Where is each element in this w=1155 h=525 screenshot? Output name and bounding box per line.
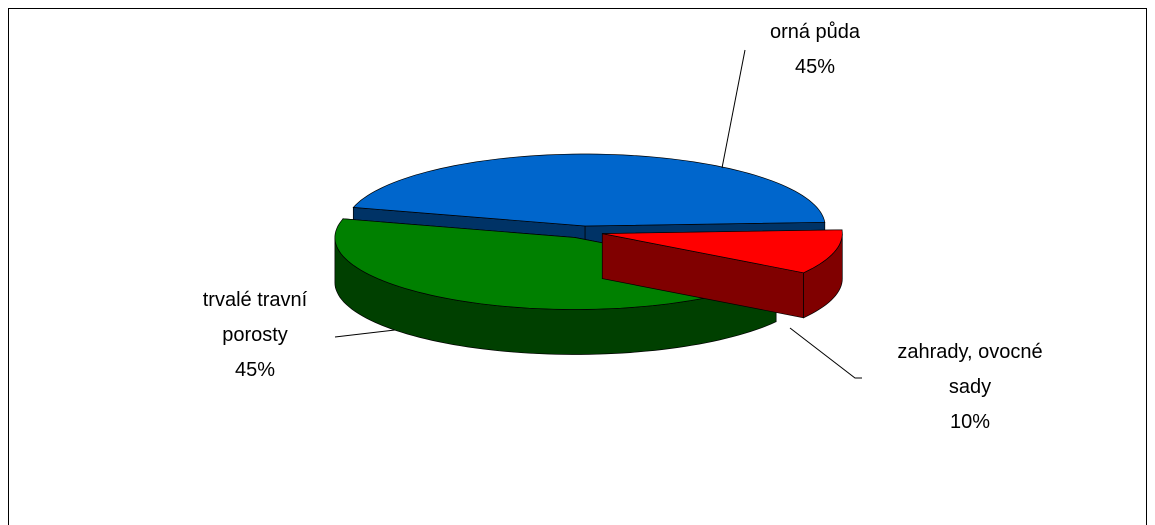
category-label: orná půda bbox=[769, 21, 861, 43]
value-label: 45% bbox=[234, 359, 276, 381]
category-label: trvalé travní porosty bbox=[202, 289, 308, 346]
category-label: zahrady, ovocné sady bbox=[897, 341, 1043, 398]
leader-line bbox=[721, 49, 746, 169]
chart-frame bbox=[8, 8, 1147, 525]
slice bbox=[352, 153, 826, 227]
leader-line bbox=[334, 329, 396, 338]
value-label: 45% bbox=[794, 56, 836, 78]
value-label: 10% bbox=[949, 411, 991, 433]
leader-line bbox=[789, 327, 862, 379]
data-label: orná půda 45% bbox=[715, 15, 915, 85]
data-label: trvalé travní porosty 45% bbox=[180, 283, 330, 388]
slice bbox=[602, 229, 843, 274]
data-label: zahrady, ovocné sady 10% bbox=[880, 335, 1060, 440]
